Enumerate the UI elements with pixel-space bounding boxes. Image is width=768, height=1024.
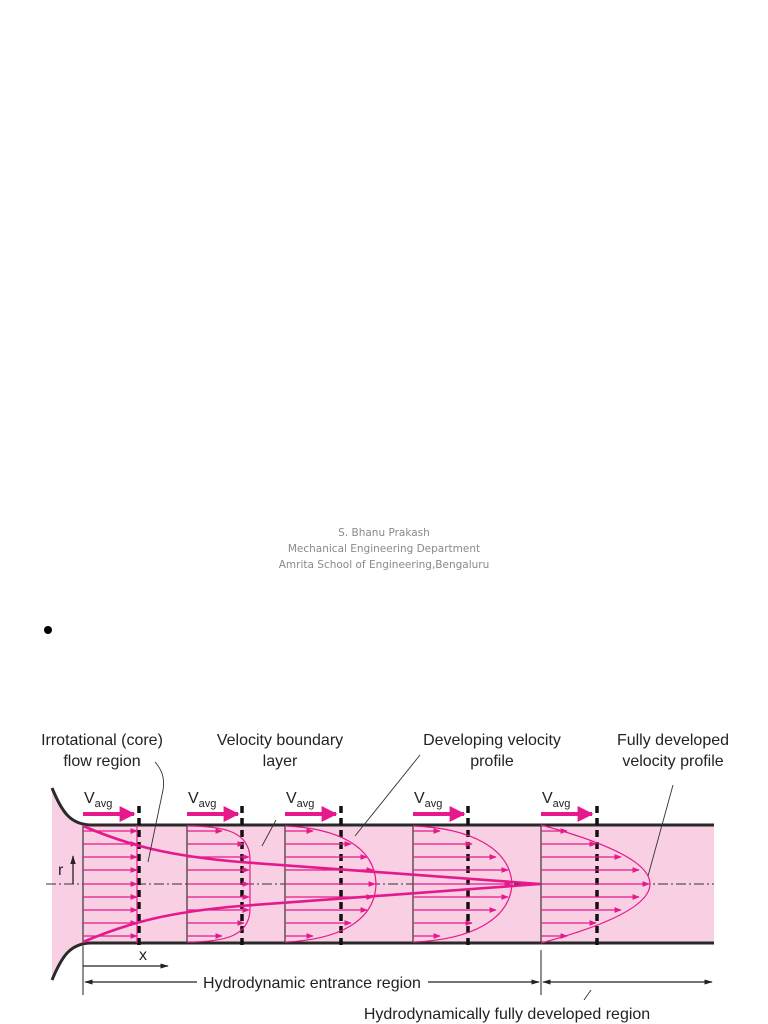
velocity-profile-station-2 (186, 825, 251, 943)
svg-text:r: r (58, 862, 64, 879)
diagram-labels: Irrotational (core) flow region Velocity… (41, 732, 729, 770)
svg-text:flow region: flow region (63, 753, 140, 770)
svg-text:Velocity boundary: Velocity boundary (217, 732, 343, 749)
svg-text:profile: profile (470, 753, 514, 770)
author-department: Mechanical Engineering Department (287, 543, 481, 555)
x-axis: x (82, 946, 169, 995)
fully-developed-region-label: Hydrodynamically fully developed region (364, 1006, 650, 1023)
svg-text:Irrotational (core): Irrotational (core) (41, 732, 163, 749)
svg-text:Vavg: Vavg (414, 790, 442, 810)
leader-lines (147, 754, 674, 1001)
svg-text:Fully developed: Fully developed (617, 732, 729, 749)
svg-text:velocity profile: velocity profile (622, 753, 723, 770)
velocity-profile-station-1 (83, 828, 138, 939)
svg-text:Vavg: Vavg (84, 790, 112, 810)
svg-text:Developing velocity: Developing velocity (423, 732, 561, 749)
pipe-flow-diagram: Vavg Vavg Vavg Vavg Vavg (41, 732, 729, 1023)
velocity-profile-station-4 (412, 825, 513, 943)
r-axis: r (58, 855, 76, 884)
boundary-layer-edges (82, 824, 541, 944)
svg-text:layer: layer (263, 753, 298, 770)
author-institution: Amrita School of Engineering,Bengaluru (278, 559, 490, 571)
svg-text:x: x (139, 947, 147, 964)
entrance-region-label: Hydrodynamic entrance region (203, 975, 421, 992)
vavg-labels: Vavg Vavg Vavg Vavg Vavg (84, 790, 570, 810)
svg-text:Vavg: Vavg (286, 790, 314, 810)
bullet-point-icon (44, 626, 52, 634)
velocity-profile-station-5 (540, 824, 651, 944)
pipe-walls (50, 787, 714, 981)
author-credit: S. Bhanu Prakash Mechanical Engineering … (0, 525, 768, 573)
region-dimensions: Hydrodynamic entrance region Hydrodynami… (84, 950, 713, 1023)
svg-text:Vavg: Vavg (188, 790, 216, 810)
svg-text:Vavg: Vavg (542, 790, 570, 810)
author-name: S. Bhanu Prakash (338, 527, 430, 539)
